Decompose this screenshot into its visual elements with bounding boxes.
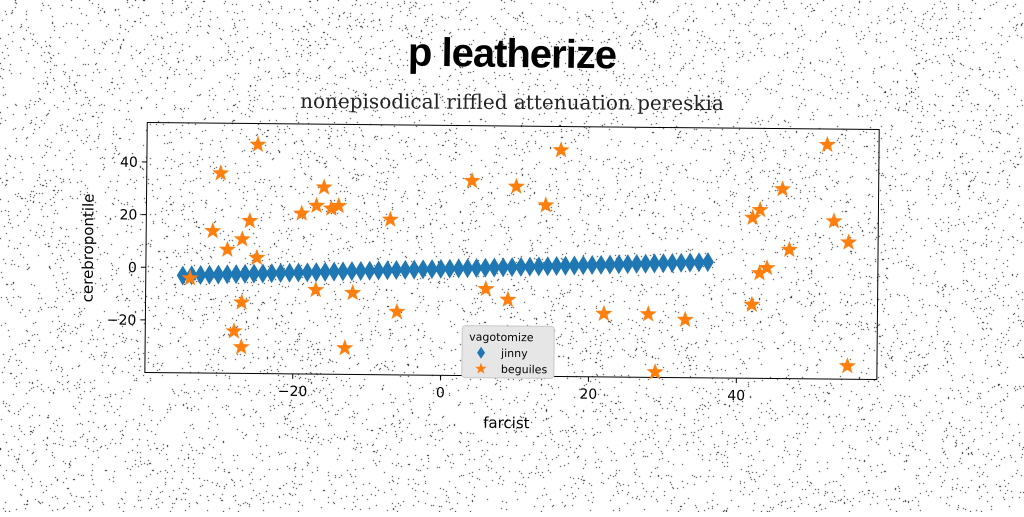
x-axis-label: farcist bbox=[483, 414, 530, 432]
beguiles-point bbox=[234, 230, 251, 246]
beguiles-point bbox=[388, 303, 405, 319]
beguiles-point bbox=[774, 180, 791, 196]
beguiles-point bbox=[233, 293, 250, 309]
y-axis-label: cerebropontile bbox=[79, 193, 98, 302]
beguiles-point bbox=[204, 222, 221, 238]
beguiles-point bbox=[552, 141, 569, 157]
beguiles-point bbox=[640, 305, 657, 321]
beguiles-point bbox=[336, 339, 353, 355]
beguiles-point bbox=[225, 322, 242, 338]
y-tick-label: −20 bbox=[107, 313, 137, 329]
beguiles-point bbox=[677, 311, 694, 327]
beguiles-point bbox=[293, 204, 310, 220]
beguiles-point bbox=[382, 211, 399, 227]
beguiles-point bbox=[477, 280, 494, 296]
beguiles-point bbox=[499, 291, 516, 307]
beguiles-point bbox=[308, 197, 325, 213]
beguiles-point bbox=[248, 249, 265, 265]
beguiles-point bbox=[840, 233, 857, 249]
legend-label-beguiles: beguiles bbox=[501, 363, 548, 376]
beguiles-point bbox=[219, 241, 236, 257]
beguiles-point bbox=[839, 357, 856, 373]
beguiles-point bbox=[233, 338, 250, 354]
beguiles-point bbox=[249, 136, 266, 152]
jinny-point bbox=[702, 252, 714, 272]
beguiles-point bbox=[595, 305, 612, 321]
y-tick-label: 40 bbox=[120, 155, 138, 171]
beguiles-point bbox=[463, 172, 480, 188]
beguiles-point bbox=[819, 136, 836, 152]
legend: vagotomize jinny beguiles bbox=[462, 326, 554, 379]
x-tick-label: 40 bbox=[727, 388, 745, 404]
beguiles-point bbox=[212, 164, 229, 180]
beguiles-point bbox=[537, 196, 554, 212]
beguiles-point bbox=[241, 212, 258, 228]
x-tick-label: 20 bbox=[579, 387, 597, 403]
y-tick-label: 0 bbox=[128, 260, 137, 276]
beguiles-point bbox=[781, 241, 798, 257]
legend-label-jinny: jinny bbox=[500, 347, 528, 360]
beguiles-point bbox=[508, 178, 525, 194]
beguiles-point bbox=[315, 178, 332, 194]
beguiles-point bbox=[307, 281, 324, 297]
y-tick-label: 20 bbox=[119, 207, 137, 223]
x-tick-label: −20 bbox=[278, 384, 308, 400]
x-tick-label: 0 bbox=[436, 385, 445, 401]
beguiles-point bbox=[825, 212, 842, 228]
beguiles-point bbox=[344, 284, 361, 300]
beguiles-point bbox=[743, 296, 760, 312]
legend-title: vagotomize bbox=[469, 331, 534, 345]
